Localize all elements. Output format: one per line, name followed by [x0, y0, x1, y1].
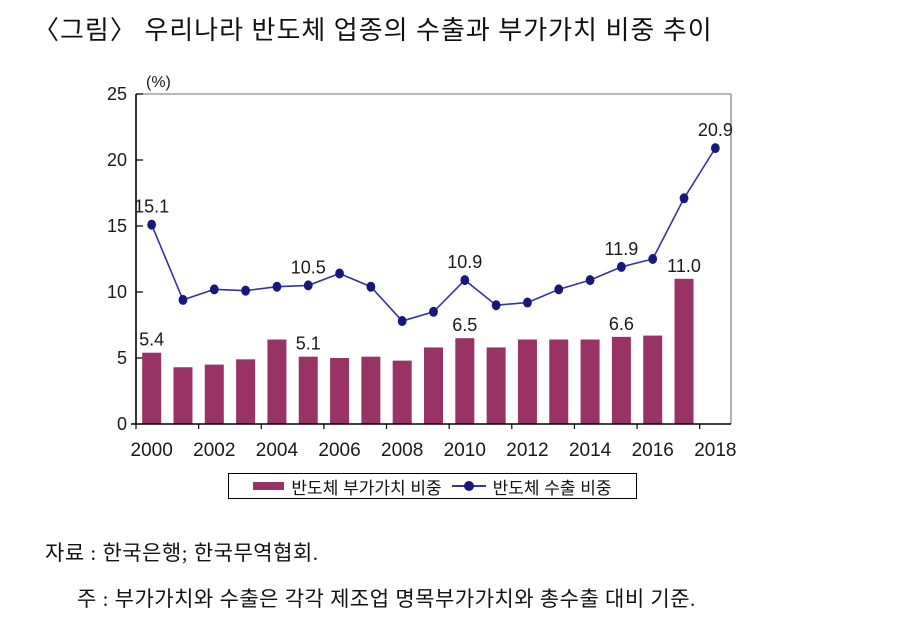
marker-2003: [241, 285, 251, 296]
line-label-2000: 15.1: [134, 197, 169, 217]
bar-2009: [424, 347, 443, 424]
x-tick-label-2008: 2008: [381, 440, 423, 461]
x-tick-label-2006: 2006: [318, 440, 360, 461]
bar-2003: [236, 359, 256, 424]
marker-2012: [523, 297, 532, 308]
bar-2002: [204, 364, 224, 424]
x-tick-label-2016: 2016: [632, 440, 674, 461]
marker-2015: [616, 261, 626, 272]
legend-line-label: 반도체 수출 비중: [492, 478, 612, 498]
bar-2005: [298, 356, 318, 424]
marker-2009: [429, 306, 438, 317]
marker-2004: [272, 281, 282, 292]
bar-2011: [486, 347, 506, 424]
bar-label-2005: 5.1: [296, 334, 321, 354]
legend-bar-label: 반도체 부가가치 비중: [291, 478, 442, 498]
line-label-2005: 10.5: [291, 257, 326, 277]
bar-2007: [361, 356, 381, 424]
bar-2014: [580, 339, 600, 424]
marker-2017: [679, 193, 689, 204]
x-tick-label-2010: 2010: [444, 440, 486, 461]
bar-2006: [330, 358, 350, 424]
marker-2008: [397, 316, 407, 327]
y-tick-label-5: 5: [117, 348, 127, 368]
source-note: 자료 : 한국은행; 한국무역협회.: [45, 541, 319, 565]
line-label-2015: 11.9: [605, 239, 639, 259]
marker-2001: [178, 294, 188, 305]
y-tick-label-0: 0: [117, 414, 127, 434]
marker-2007: [366, 281, 376, 292]
marker-2006: [335, 268, 344, 279]
bar-2000: [142, 352, 162, 424]
x-tick-label-2014: 2014: [569, 440, 612, 461]
marker-2018: [710, 143, 720, 154]
y-tick-label-15: 15: [107, 216, 127, 236]
marker-2005: [303, 280, 313, 291]
marker-2013: [554, 284, 564, 295]
line-marker-icon: [451, 481, 486, 491]
export-share-line: [150, 147, 717, 322]
x-tick-label-2012: 2012: [506, 440, 548, 461]
unit-label: (%): [146, 74, 171, 91]
bar-label-2000: 5.4: [139, 330, 164, 350]
legend-item-export: 반도체 수출 비중: [451, 474, 612, 499]
marker-2011: [491, 300, 501, 311]
x-tick-label-2000: 2000: [131, 440, 173, 461]
bar-2008: [392, 360, 412, 424]
marker-2016: [648, 254, 658, 264]
chart-legend: 반도체 부가가치 비중 반도체 수출 비중: [228, 473, 637, 499]
x-tick-label-2002: 2002: [193, 440, 235, 461]
marker-2014: [585, 275, 595, 286]
y-tick-label-10: 10: [107, 282, 127, 302]
bar-label-2010: 6.5: [452, 315, 477, 335]
marker-2010: [460, 275, 470, 286]
bar-2017: [674, 278, 694, 424]
y-tick-label-20: 20: [107, 150, 127, 170]
bar-2012: [517, 339, 537, 424]
line-label-2018: 20.9: [698, 120, 733, 140]
bar-label-2015: 6.6: [609, 314, 634, 334]
marker-2002: [209, 284, 219, 295]
figure-title: 〈그림〉 우리나라 반도체 업종의 수출과 부가가치 비중 추이: [33, 16, 713, 45]
bar-2015: [611, 336, 631, 424]
bar-2001: [173, 367, 193, 424]
bar-2013: [549, 339, 569, 424]
basis-note: 주 : 부가가치와 수출은 각각 제조업 명목부가가치와 총수출 대비 기준.: [77, 587, 696, 611]
x-tick-label-2004: 2004: [256, 440, 299, 461]
bar-2004: [267, 339, 287, 424]
legend-item-value-added: 반도체 부가가치 비중: [253, 474, 442, 499]
line-label-2010: 10.9: [447, 252, 482, 272]
x-tick-label-2018: 2018: [694, 440, 736, 461]
bar-2010: [455, 338, 475, 424]
bar-label-2017: 11.0: [667, 256, 701, 276]
bar-2016: [643, 335, 663, 424]
marker-2000: [147, 219, 157, 230]
y-tick-label-25: 25: [107, 84, 127, 104]
bar-swatch-icon: [253, 482, 285, 490]
